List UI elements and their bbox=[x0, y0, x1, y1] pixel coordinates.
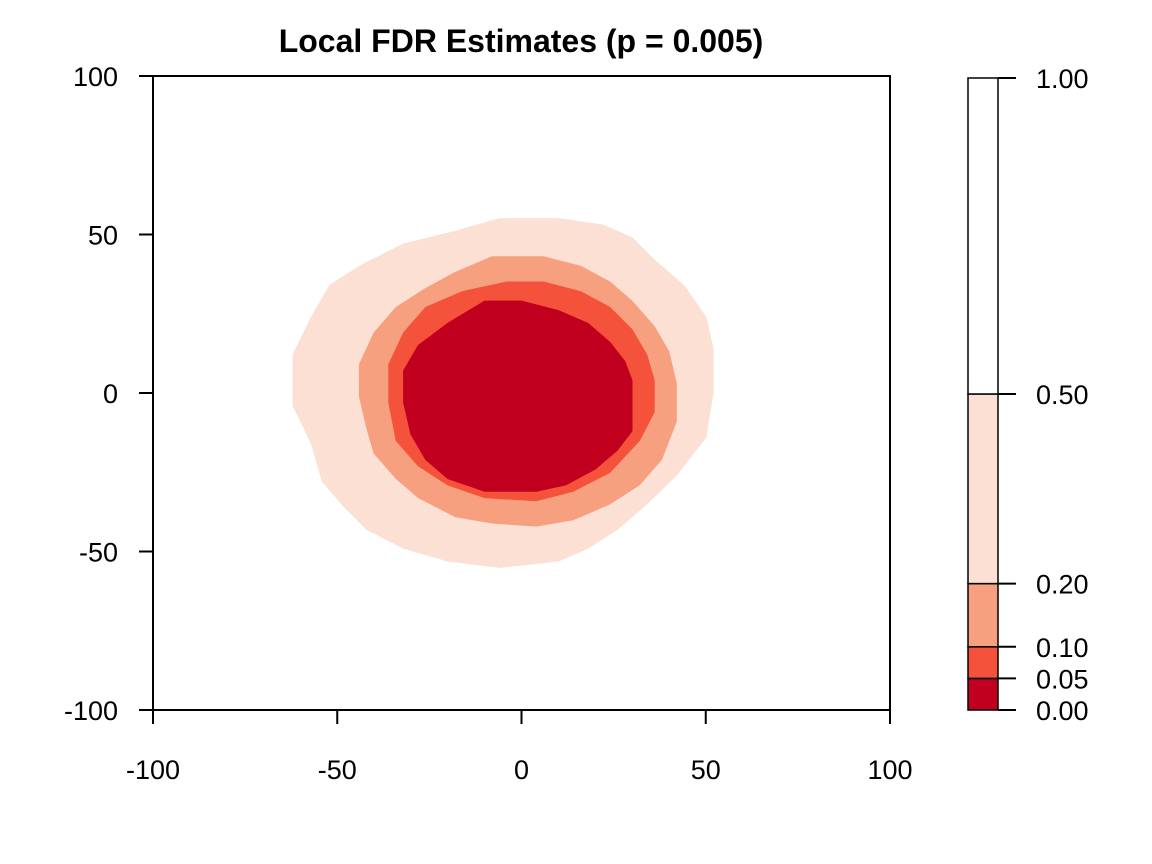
colorbar-tick-label: 0.00 bbox=[1036, 696, 1089, 726]
x-tick-label: -100 bbox=[126, 755, 180, 785]
x-tick-label: 0 bbox=[514, 755, 529, 785]
colorbar-swatch bbox=[967, 393, 999, 585]
y-tick-label: 50 bbox=[88, 221, 118, 251]
colorbar-tick-label: 0.05 bbox=[1036, 664, 1089, 694]
colorbar-tick-label: 0.10 bbox=[1036, 633, 1089, 663]
color-legend: 1.00 0.50 0.20 0.100.050.00 bbox=[967, 64, 1089, 726]
colorbar-tick-label: 0.50 bbox=[1036, 380, 1089, 410]
y-tick-label: 0 bbox=[103, 379, 118, 409]
fdr-region-3 bbox=[403, 300, 633, 492]
fdr-regions bbox=[292, 218, 714, 568]
colorbar-swatch bbox=[967, 646, 999, 680]
colorbar-tick-label: 1.00 bbox=[1036, 64, 1089, 94]
colorbar-swatch bbox=[967, 677, 999, 711]
y-axis: 100 50 0 -50 -100 bbox=[64, 62, 154, 726]
y-tick-label: 100 bbox=[73, 62, 118, 92]
x-tick-label: -50 bbox=[318, 755, 357, 785]
colorbar-tick-label: 0.20 bbox=[1036, 570, 1089, 600]
colorbar-swatch bbox=[967, 77, 999, 395]
plot-frame bbox=[152, 75, 891, 711]
chart-title: Local FDR Estimates (p = 0.005) bbox=[279, 23, 764, 59]
colorbar-swatch bbox=[967, 582, 999, 648]
x-tick-label: 100 bbox=[867, 755, 912, 785]
y-tick-label: -100 bbox=[64, 696, 118, 726]
y-tick-label: -50 bbox=[79, 538, 118, 568]
x-axis: -100 -50 0 50 100 bbox=[126, 709, 913, 785]
x-tick-label: 50 bbox=[691, 755, 721, 785]
